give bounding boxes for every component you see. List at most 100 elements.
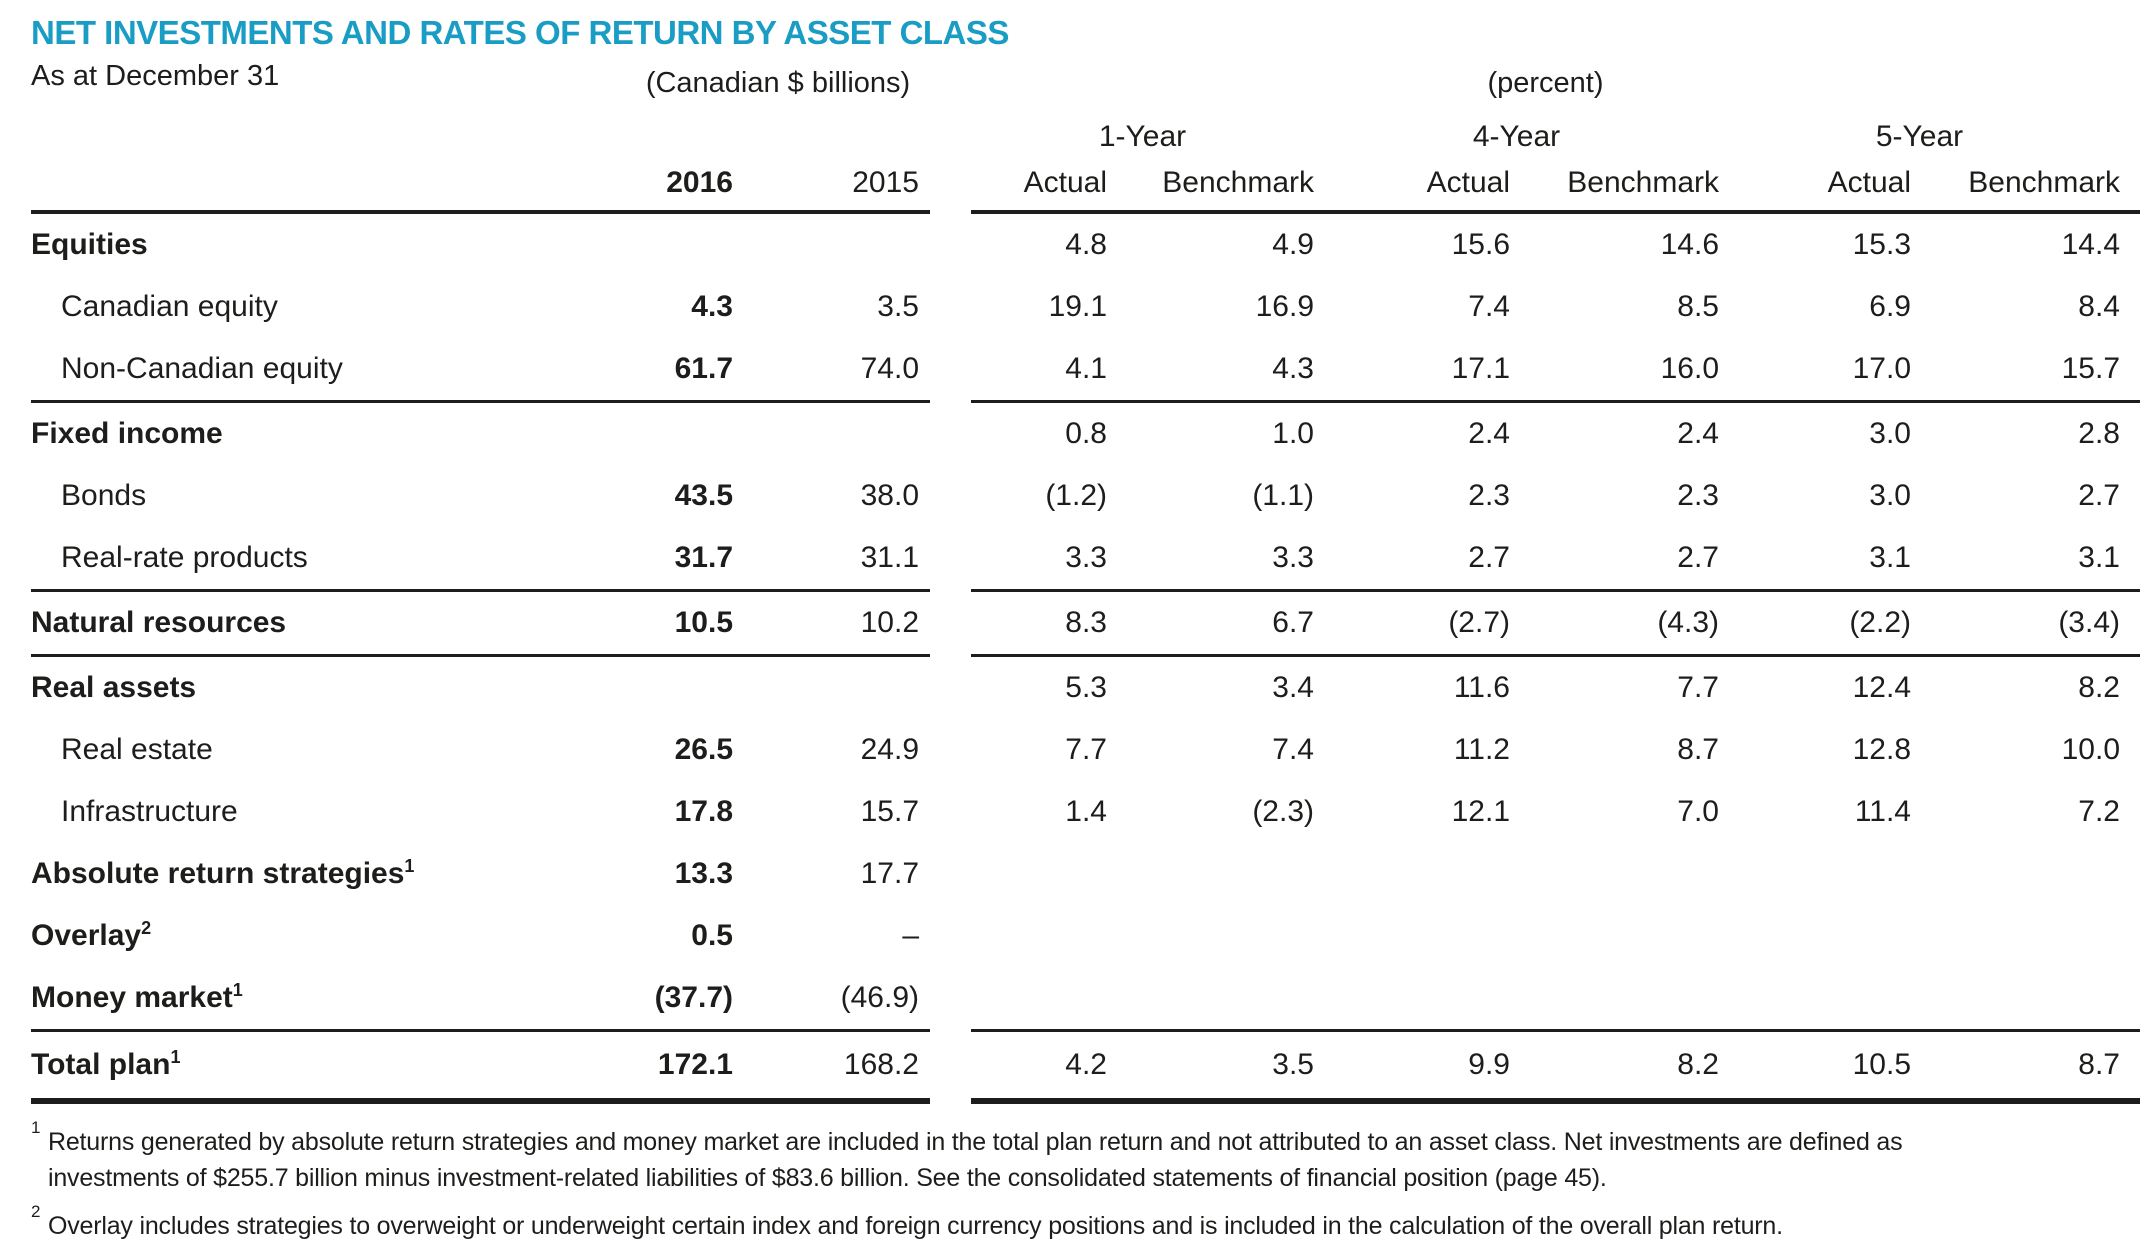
period-header-5-year: 5-Year — [1875, 120, 1964, 153]
value-4y-benchmark: 14.6 — [1660, 228, 1719, 261]
row-label: Canadian equity — [61, 290, 278, 323]
table-row: Bonds 43.5 38.0 (1.2) (1.1) 2.3 2.3 3.0 … — [31, 465, 2156, 527]
col-header-benchmark-4y: Benchmark — [1567, 166, 1719, 199]
value-1y-benchmark: 6.7 — [1272, 606, 1314, 639]
value-4y-actual: 7.4 — [1468, 290, 1510, 323]
value-1y-actual: 4.2 — [1065, 1048, 1107, 1081]
value-2016: 0.5 — [691, 919, 733, 952]
row-label: Real-rate products — [61, 541, 308, 574]
table-row: Canadian equity 4.3 3.5 19.1 16.9 7.4 8.… — [31, 276, 2156, 338]
footnote-2-line-1: Overlay includes strategies to overweigh… — [48, 1212, 1783, 1240]
value-1y-benchmark: 3.4 — [1272, 671, 1314, 704]
value-2015: 38.0 — [860, 479, 919, 512]
value-2016: 31.7 — [674, 541, 733, 574]
value-4y-benchmark: 2.7 — [1677, 541, 1719, 574]
value-5y-benchmark: 2.8 — [2078, 417, 2120, 450]
table-row: Natural resources 10.5 10.2 8.3 6.7 (2.7… — [31, 592, 2156, 654]
value-5y-benchmark: (3.4) — [2058, 606, 2120, 639]
column-header-row: 2016 2015 Actual Benchmark Actual Benchm… — [31, 156, 2156, 214]
value-4y-actual: 2.3 — [1468, 479, 1510, 512]
row-label: Real estate — [61, 733, 213, 766]
value-5y-actual: 17.0 — [1852, 352, 1911, 385]
value-5y-actual: 15.3 — [1852, 228, 1911, 261]
value-1y-actual: 1.4 — [1065, 795, 1107, 828]
value-4y-benchmark: 2.4 — [1677, 417, 1719, 450]
value-5y-benchmark: 8.2 — [2078, 671, 2120, 704]
value-2016: 26.5 — [674, 733, 733, 766]
row-label: Bonds — [61, 479, 147, 512]
value-5y-actual: 12.8 — [1852, 733, 1911, 766]
row-label: Overlay2 — [31, 918, 152, 952]
row-label: Infrastructure — [61, 795, 238, 828]
value-5y-actual: 3.0 — [1869, 479, 1911, 512]
value-2016: 4.3 — [691, 290, 733, 323]
col-header-actual-1y: Actual — [1023, 166, 1107, 199]
value-2015: 15.7 — [860, 795, 919, 828]
meta-row: As at December 31 (Canadian $ billions) … — [31, 60, 2156, 100]
report-title: NET INVESTMENTS AND RATES OF RETURN BY A… — [31, 14, 1009, 51]
table-row: Real estate 26.5 24.9 7.7 7.4 11.2 8.7 1… — [31, 719, 2156, 781]
table-row: Real-rate products 31.7 31.1 3.3 3.3 2.7… — [31, 527, 2156, 589]
row-label: Real assets — [31, 671, 197, 704]
value-4y-benchmark: (4.3) — [1657, 606, 1719, 639]
value-1y-actual: 4.1 — [1065, 352, 1107, 385]
value-2016: 13.3 — [674, 857, 733, 890]
value-4y-actual: 2.7 — [1468, 541, 1510, 574]
value-1y-benchmark: 4.9 — [1272, 228, 1314, 261]
value-5y-benchmark: 15.7 — [2061, 352, 2120, 385]
footnote-1-line-1: Returns generated by absolute return str… — [48, 1128, 1903, 1156]
period-header-row: 1-Year 4-Year 5-Year — [31, 112, 2156, 156]
table-row: Equities 4.8 4.9 15.6 14.6 15.3 14.4 — [31, 214, 2156, 276]
table-rule — [31, 1029, 2156, 1032]
value-5y-benchmark: 7.2 — [2078, 795, 2120, 828]
value-4y-benchmark: 2.3 — [1677, 479, 1719, 512]
value-5y-actual: 3.0 — [1869, 417, 1911, 450]
value-2016: 17.8 — [674, 795, 733, 828]
table-row: Non-Canadian equity 61.7 74.0 4.1 4.3 17… — [31, 338, 2156, 400]
table-row: Total plan1 172.1 168.2 4.2 3.5 9.9 8.2 … — [31, 1032, 2156, 1098]
value-1y-benchmark: 3.3 — [1272, 541, 1314, 574]
value-1y-benchmark: 3.5 — [1272, 1048, 1314, 1081]
value-1y-benchmark: (1.1) — [1252, 479, 1314, 512]
value-2015: – — [902, 919, 919, 952]
table-row: Infrastructure 17.8 15.7 1.4 (2.3) 12.1 … — [31, 781, 2156, 843]
value-5y-benchmark: 8.7 — [2078, 1048, 2120, 1081]
value-2016: 61.7 — [674, 352, 733, 385]
row-label: Money market1 — [31, 980, 243, 1014]
value-5y-actual: 3.1 — [1869, 541, 1911, 574]
units-billions: (Canadian $ billions) — [645, 67, 911, 99]
value-2015: 24.9 — [860, 733, 919, 766]
value-4y-benchmark: 8.5 — [1677, 290, 1719, 323]
value-2015: (46.9) — [840, 981, 919, 1014]
table-body: Equities 4.8 4.9 15.6 14.6 15.3 14.4 Can… — [0, 214, 2156, 1104]
value-4y-actual: 11.6 — [1453, 671, 1510, 704]
table-rule — [31, 589, 2156, 592]
table-row: Fixed income 0.8 1.0 2.4 2.4 3.0 2.8 — [31, 403, 2156, 465]
value-1y-benchmark: 1.0 — [1272, 417, 1314, 450]
table-row: Real assets 5.3 3.4 11.6 7.7 12.4 8.2 — [31, 657, 2156, 719]
table-rule — [31, 400, 2156, 403]
value-5y-actual: 6.9 — [1869, 290, 1911, 323]
value-4y-actual: 9.9 — [1468, 1048, 1510, 1081]
value-4y-benchmark: 7.0 — [1677, 795, 1719, 828]
value-2015: 31.1 — [860, 541, 919, 574]
value-5y-actual: (2.2) — [1849, 606, 1911, 639]
value-1y-benchmark: 16.9 — [1255, 290, 1314, 323]
value-5y-benchmark: 10.0 — [2061, 733, 2120, 766]
value-2015: 17.7 — [860, 857, 919, 890]
value-4y-benchmark: 8.7 — [1677, 733, 1719, 766]
value-4y-actual: 2.4 — [1468, 417, 1510, 450]
value-4y-actual: 12.1 — [1451, 795, 1510, 828]
value-2016: 10.5 — [674, 606, 733, 639]
value-5y-actual: 11.4 — [1854, 795, 1911, 828]
table-row: Absolute return strategies1 13.3 17.7 — [31, 843, 2156, 905]
period-header-4-year: 4-Year — [1472, 120, 1561, 153]
as-at-date: As at December 31 — [31, 60, 280, 92]
units-percent: (percent) — [1487, 67, 1604, 99]
period-header-1-year: 1-Year — [1098, 120, 1187, 153]
value-5y-actual: 12.4 — [1852, 671, 1911, 704]
value-1y-actual: (1.2) — [1045, 479, 1107, 512]
row-label: Non-Canadian equity — [61, 352, 343, 385]
value-1y-benchmark: 7.4 — [1272, 733, 1314, 766]
row-label: Fixed income — [31, 417, 223, 450]
